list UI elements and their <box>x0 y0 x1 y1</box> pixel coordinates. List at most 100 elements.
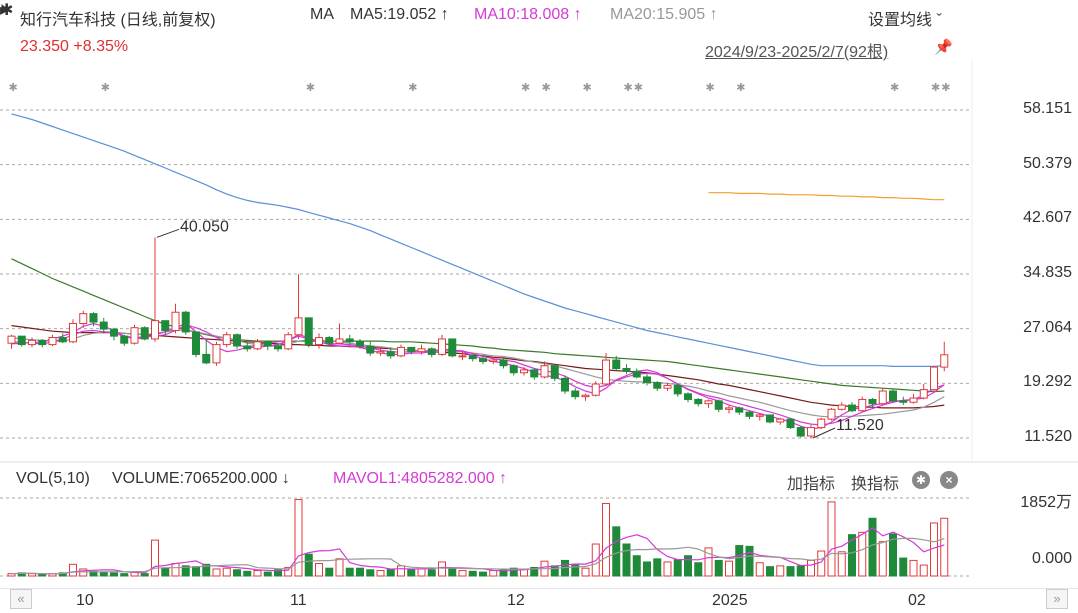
volume-bar <box>550 565 559 577</box>
gear-icon[interactable]: ✱ <box>912 471 930 489</box>
expand-triangle-icon[interactable]: ▸ <box>0 2 9 19</box>
volume-bar <box>202 563 211 577</box>
candle-body <box>540 365 549 378</box>
event-marker: ✱ <box>931 82 940 94</box>
candle-body <box>940 354 949 368</box>
candle-body <box>786 418 795 429</box>
volume-bar <box>468 570 477 577</box>
event-markers[interactable]: ✱ ✱ ✱ ✱ ✱ ✱ ✱ ✱ ✱ ✱ ✱ ✱ ✱ ✱ <box>9 82 951 94</box>
volume-bar <box>294 499 303 577</box>
candle-body <box>714 400 723 410</box>
candle-body <box>766 414 774 423</box>
volume-bar <box>909 559 918 577</box>
volume-bar <box>694 562 703 577</box>
scroll-left-button[interactable]: « <box>10 589 32 609</box>
swap-indicator-button[interactable]: 换指标 <box>851 476 900 493</box>
candle-body <box>868 398 877 405</box>
event-marker: ✱ <box>941 82 950 94</box>
ma-settings-button[interactable]: 设置均线 ˇ <box>868 12 942 29</box>
volume-bar <box>345 567 354 577</box>
volume-bar <box>653 558 662 577</box>
volume-bar <box>284 566 293 577</box>
volume-bar <box>233 569 241 577</box>
volume-bar <box>889 533 897 577</box>
candle-body <box>725 407 733 410</box>
volume-bar <box>509 567 518 577</box>
close-icon[interactable]: × <box>0 0 10 17</box>
y-tick-label: 42.607 <box>1023 209 1072 227</box>
volume-bar <box>161 567 170 577</box>
candlesticks[interactable] <box>7 237 949 438</box>
candle-body <box>848 404 856 412</box>
event-marker: ✱ <box>542 82 551 94</box>
volume-bar <box>366 569 375 577</box>
date-range[interactable]: 2024/9/23-2025/2/7(92根) <box>705 44 889 61</box>
candle-body <box>489 359 498 362</box>
candle-body <box>243 345 252 350</box>
volume-bar <box>858 531 867 577</box>
scroll-right-button[interactable]: » <box>1046 589 1068 609</box>
candle-body <box>397 346 405 357</box>
volume-bar <box>397 565 405 577</box>
stock-name: 知行汽车科技 (日线,前复权) <box>20 12 216 29</box>
candle-body <box>17 335 26 346</box>
event-marker: ✱ <box>306 82 315 94</box>
volume-bar <box>99 571 108 577</box>
candle-body <box>130 327 139 344</box>
candle-body <box>745 411 754 417</box>
volume-bar <box>243 570 252 577</box>
volume-bars[interactable] <box>7 499 949 577</box>
volume-bar <box>612 526 621 577</box>
volume-bar <box>212 568 221 577</box>
y-tick-label: 19.292 <box>1023 373 1072 391</box>
add-indicator-button[interactable]: 加指标 <box>787 476 836 493</box>
volume-bar <box>776 565 785 577</box>
candle-body <box>151 320 159 340</box>
ma10-value: MA10:18.008 ↑ <box>474 6 582 23</box>
gear-icon[interactable]: ✱ <box>0 2 14 19</box>
volume-ma-line <box>11 537 945 575</box>
candle-body <box>520 369 528 374</box>
candle-body <box>294 317 303 336</box>
ma-line <box>11 329 945 418</box>
volume-bar <box>766 566 774 577</box>
candle-body <box>530 369 539 378</box>
volume-bar <box>632 555 641 577</box>
candle-body <box>930 366 938 391</box>
ma-label: MA <box>310 6 334 23</box>
candle-body <box>889 390 897 402</box>
ma5-value: MA5:19.052 ↑ <box>350 6 449 23</box>
candle-body <box>509 365 518 374</box>
volume-bar <box>120 573 129 577</box>
close-icon[interactable]: × <box>940 471 958 489</box>
candle-body <box>171 311 180 332</box>
volume-bar <box>386 568 395 577</box>
event-marker: ✱ <box>9 82 18 94</box>
volume-bar <box>725 560 733 577</box>
volume-bar <box>663 561 672 577</box>
candle-body <box>140 327 149 340</box>
volume-bar <box>458 570 467 577</box>
candle-body <box>458 355 467 358</box>
annotation-arrow <box>156 228 180 238</box>
volume-bar <box>673 559 682 577</box>
annotation-arrow <box>812 427 836 439</box>
pin-icon[interactable]: 📌 <box>934 39 953 56</box>
volume-bar <box>704 547 713 577</box>
candle-body <box>38 339 47 346</box>
volume-bar <box>571 564 580 577</box>
volume-bar <box>530 566 539 577</box>
candle-body <box>99 321 108 330</box>
event-marker: ✱ <box>736 82 745 94</box>
candle-body <box>694 398 703 405</box>
volume-value: VOLUME:7065200.000 ↓ <box>112 470 290 487</box>
event-marker: ✱ <box>408 82 417 94</box>
volume-bar <box>58 572 67 577</box>
candle-body <box>79 313 88 324</box>
volume-bar <box>69 563 77 577</box>
volume-bar <box>489 570 498 577</box>
candle-body <box>612 359 621 370</box>
x-tick-label: 2025 <box>712 592 748 609</box>
event-marker: ✱ <box>521 82 530 94</box>
